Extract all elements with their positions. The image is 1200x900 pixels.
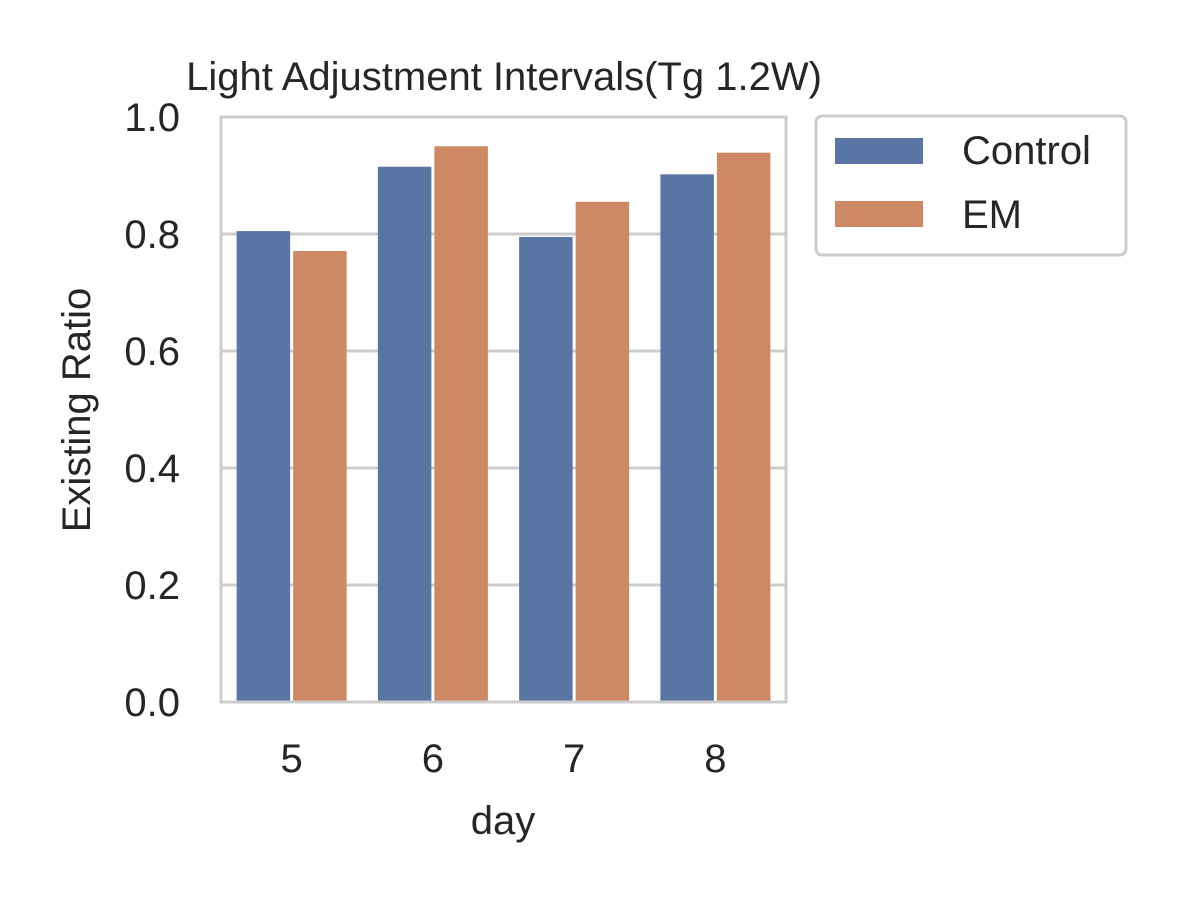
y-tick-labels: 0.0 0.2 0.4 0.6 0.8 1.0 [124, 96, 180, 725]
bar-control-day-8 [660, 174, 714, 702]
y-tick-label: 0.4 [124, 447, 180, 491]
legend: Control EM [814, 114, 1128, 257]
x-tick-label: 6 [422, 737, 444, 781]
x-tick-labels: 5 6 7 8 [281, 737, 727, 781]
y-tick-label: 1.0 [124, 96, 180, 140]
legend-label-em: EM [962, 193, 1022, 237]
chart-title: Light Adjustment Intervals(Tg 1.2W) [186, 55, 822, 99]
bar-em-day-6 [434, 146, 488, 702]
plot-frame [219, 115, 788, 704]
bar-control-day-6 [377, 166, 432, 703]
x-axis-label: day [471, 799, 536, 843]
legend-swatch-em [835, 201, 923, 227]
bar-em-day-7 [575, 201, 630, 702]
bar-control-day-5 [236, 231, 291, 702]
y-tick-label: 0.8 [124, 213, 180, 257]
bar-em-day-5 [293, 250, 347, 702]
x-tick-label: 5 [281, 737, 303, 781]
y-tick-label: 0.6 [124, 330, 180, 374]
x-tick-label: 8 [704, 737, 726, 781]
legend-label-control: Control [962, 129, 1091, 173]
bars [236, 146, 771, 703]
y-tick-label: 0.0 [124, 681, 180, 725]
bar-em-day-8 [716, 152, 771, 702]
legend-swatch-control [835, 138, 923, 164]
x-tick-label: 7 [563, 737, 585, 781]
bar-control-day-7 [519, 236, 573, 703]
y-tick-label: 0.2 [124, 564, 180, 608]
y-axis-label: Existing Ratio [55, 288, 99, 533]
